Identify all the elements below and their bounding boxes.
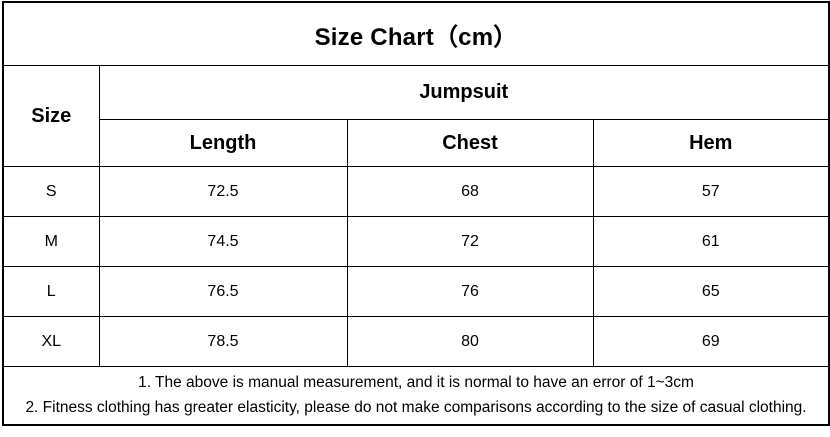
- title-row: Size Chart（cm）: [2, 1, 830, 66]
- table-row: M 74.5 72 61: [2, 216, 830, 267]
- table-row: XL 78.5 80 69: [2, 316, 830, 367]
- size-label: L: [2, 266, 100, 317]
- hem-value: 61: [592, 216, 830, 267]
- note-line-1: 1. The above is manual measurement, and …: [138, 374, 694, 392]
- length-value: 74.5: [98, 216, 348, 267]
- chest-value: 80: [346, 316, 594, 367]
- column-header-row: Length Chest Hem: [3, 119, 830, 167]
- group-header-row: Size Jumpsuit: [2, 65, 830, 167]
- size-label: S: [2, 166, 100, 217]
- hem-value: 65: [592, 266, 830, 317]
- size-label: M: [2, 216, 100, 267]
- length-value: 76.5: [98, 266, 348, 317]
- page-title: Size Chart（cm）: [2, 1, 830, 66]
- notes-row: 1. The above is manual measurement, and …: [2, 366, 830, 426]
- hem-value: 69: [592, 316, 830, 367]
- chest-value: 68: [346, 166, 594, 217]
- col-header-chest: Chest: [346, 119, 594, 167]
- size-column-header: Size: [2, 65, 100, 167]
- length-value: 72.5: [98, 166, 348, 217]
- table-row: S 72.5 68 57: [2, 166, 830, 217]
- table-row: L 76.5 76 65: [2, 266, 830, 317]
- hem-value: 57: [592, 166, 830, 217]
- length-value: 78.5: [98, 316, 348, 367]
- chest-value: 72: [346, 216, 594, 267]
- group-header-jumpsuit: Jumpsuit: [98, 65, 830, 120]
- measurement-notes: 1. The above is manual measurement, and …: [2, 366, 830, 426]
- col-header-hem: Hem: [592, 119, 830, 167]
- note-line-2: 2. Fitness clothing has greater elastici…: [25, 398, 807, 416]
- size-label: XL: [2, 316, 100, 367]
- size-chart-table: Size Chart（cm） Size Jumpsuit Length Ches…: [2, 1, 830, 426]
- col-header-length: Length: [98, 119, 348, 167]
- chest-value: 76: [346, 266, 594, 317]
